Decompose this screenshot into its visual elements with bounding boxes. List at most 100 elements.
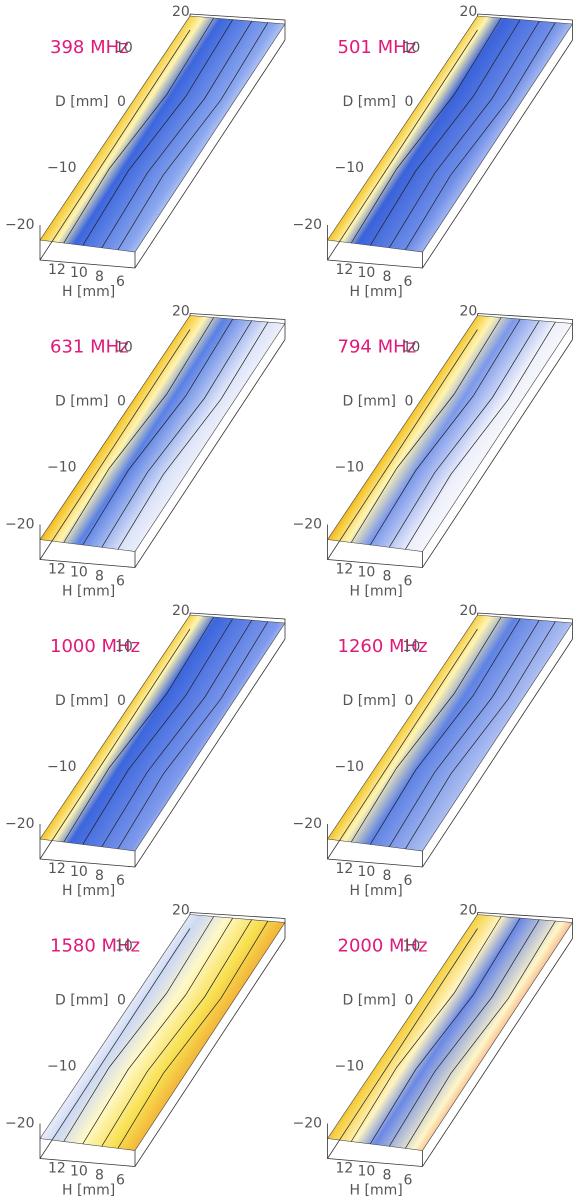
d-axis-label: D [mm] bbox=[343, 394, 396, 410]
h-tick-label: 12 bbox=[336, 262, 354, 278]
contour bbox=[405, 920, 556, 1149]
contour bbox=[82, 618, 234, 845]
contour bbox=[350, 616, 502, 843]
d-tick-label: 20 bbox=[172, 4, 190, 20]
h-tick-label: 6 bbox=[116, 574, 125, 590]
h-tick-label: 8 bbox=[383, 868, 392, 884]
contour bbox=[369, 19, 521, 246]
h-tick-label: 6 bbox=[116, 873, 125, 889]
d-tick-label: 0 bbox=[117, 993, 126, 1009]
d-tick-label: 0 bbox=[405, 94, 414, 110]
contour bbox=[63, 916, 215, 1142]
h-tick-label: 12 bbox=[48, 262, 66, 278]
d-tick-label: 10 bbox=[115, 340, 133, 356]
d-tick-label: 0 bbox=[405, 394, 414, 410]
h-axis-label: H [mm] bbox=[62, 883, 115, 899]
contour bbox=[82, 917, 234, 1145]
d-axis-label: D [mm] bbox=[343, 693, 396, 709]
box-front bbox=[39, 628, 286, 868]
contour bbox=[388, 919, 540, 1147]
h-tick-label: 8 bbox=[95, 1168, 104, 1184]
box-front bbox=[39, 29, 286, 269]
contour bbox=[82, 318, 234, 546]
d-tick-label: 0 bbox=[117, 94, 126, 110]
h-tick-label: 6 bbox=[116, 1173, 125, 1189]
d-tick-label: 10 bbox=[403, 939, 421, 955]
d-tick-label: −10 bbox=[335, 1059, 365, 1075]
d-tick-label: −10 bbox=[47, 1059, 77, 1075]
d-axis-label: D [mm] bbox=[55, 993, 108, 1009]
h-tick-label: 8 bbox=[383, 1168, 392, 1184]
frequency-label: 1580 MHz bbox=[50, 936, 140, 957]
h-tick-label: 8 bbox=[95, 569, 104, 585]
d-tick-label: −20 bbox=[5, 1116, 35, 1132]
d-tick-label: 20 bbox=[460, 4, 478, 20]
d-tick-label: 10 bbox=[403, 40, 421, 56]
d-tick-label: 10 bbox=[115, 40, 133, 56]
h-tick-label: 12 bbox=[336, 562, 354, 578]
contour bbox=[63, 317, 215, 543]
contour bbox=[117, 920, 269, 1149]
h-axis-label: H [mm] bbox=[62, 584, 115, 600]
d-tick-label: 20 bbox=[172, 603, 190, 619]
contour bbox=[388, 620, 540, 847]
h-tick-label: 8 bbox=[383, 569, 392, 585]
d-tick-label: −10 bbox=[335, 759, 365, 775]
contour bbox=[117, 321, 269, 550]
h-tick-label: 6 bbox=[404, 873, 413, 889]
contour bbox=[350, 916, 502, 1142]
frequency-label: 1260 MHz bbox=[338, 636, 428, 657]
d-tick-label: −20 bbox=[293, 1116, 323, 1132]
h-tick-label: 10 bbox=[358, 565, 376, 581]
h-axis-label: H [mm] bbox=[350, 284, 403, 300]
d-tick-label: −20 bbox=[5, 217, 35, 233]
contour bbox=[405, 321, 556, 550]
d-tick-label: −10 bbox=[47, 160, 77, 176]
box-front bbox=[327, 29, 573, 269]
d-tick-label: 10 bbox=[115, 939, 133, 955]
h-tick-label: 12 bbox=[336, 861, 354, 877]
h-axis-label: H [mm] bbox=[62, 284, 115, 300]
d-tick-label: −10 bbox=[335, 460, 365, 476]
d-tick-label: −10 bbox=[47, 460, 77, 476]
contour bbox=[63, 616, 215, 843]
h-tick-label: 10 bbox=[70, 1164, 88, 1180]
d-tick-label: 0 bbox=[117, 693, 126, 709]
h-tick-label: 10 bbox=[358, 864, 376, 880]
d-tick-label: −20 bbox=[293, 816, 323, 832]
d-tick-label: 20 bbox=[172, 903, 190, 919]
h-axis-label: H [mm] bbox=[350, 1183, 403, 1198]
box-front bbox=[39, 329, 286, 568]
contour bbox=[63, 17, 215, 244]
d-tick-label: 20 bbox=[172, 304, 190, 320]
contour bbox=[369, 318, 521, 546]
h-tick-label: 8 bbox=[383, 269, 392, 285]
frequency-label: 398 MHz bbox=[50, 37, 129, 58]
contour bbox=[101, 21, 253, 248]
h-tick-label: 10 bbox=[70, 864, 88, 880]
contour bbox=[117, 22, 269, 251]
h-tick-label: 10 bbox=[358, 265, 376, 281]
d-tick-label: 0 bbox=[405, 693, 414, 709]
d-tick-label: −20 bbox=[293, 217, 323, 233]
contour bbox=[82, 19, 234, 246]
d-tick-label: 10 bbox=[115, 639, 133, 655]
d-tick-label: 10 bbox=[403, 639, 421, 655]
contour bbox=[101, 320, 253, 548]
contour bbox=[369, 917, 521, 1145]
contour bbox=[101, 919, 253, 1147]
h-tick-label: 8 bbox=[95, 868, 104, 884]
contour bbox=[405, 621, 556, 850]
h-tick-label: 12 bbox=[336, 1161, 354, 1177]
d-axis-label: D [mm] bbox=[343, 993, 396, 1009]
h-tick-label: 10 bbox=[358, 1164, 376, 1180]
h-tick-label: 12 bbox=[48, 562, 66, 578]
d-tick-label: 10 bbox=[403, 340, 421, 356]
d-tick-label: 20 bbox=[460, 304, 478, 320]
